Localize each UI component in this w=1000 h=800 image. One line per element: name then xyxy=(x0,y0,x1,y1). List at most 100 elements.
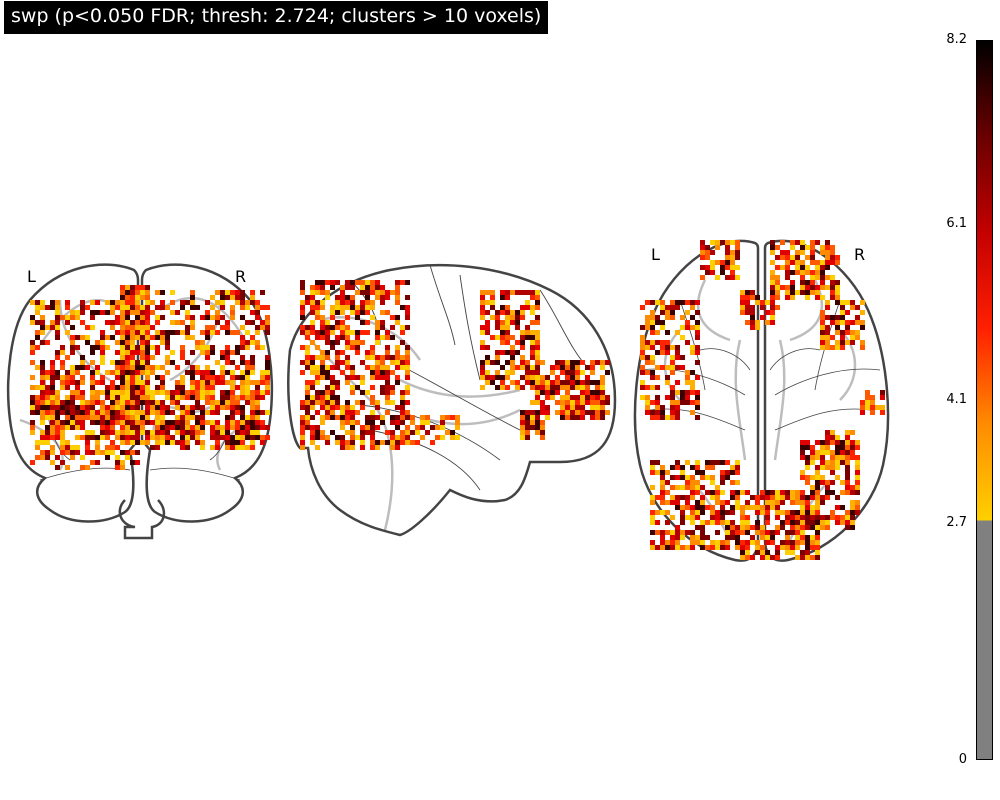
activation-voxel xyxy=(320,285,325,290)
activation-voxel xyxy=(305,395,310,400)
activation-voxel xyxy=(595,405,600,410)
activation-voxel xyxy=(785,540,790,545)
activation-voxel xyxy=(310,395,315,400)
activation-voxel xyxy=(360,340,365,345)
activation-voxel xyxy=(250,300,255,305)
activation-voxel xyxy=(205,400,210,405)
activation-voxel xyxy=(50,400,55,405)
activation-voxel xyxy=(250,295,255,300)
activation-voxel xyxy=(265,425,270,430)
activation-voxel xyxy=(135,320,140,325)
activation-voxel xyxy=(670,405,675,410)
activation-voxel xyxy=(40,395,45,400)
activation-voxel xyxy=(530,355,535,360)
activation-voxel xyxy=(70,405,75,410)
activation-voxel xyxy=(125,285,130,290)
activation-voxel xyxy=(245,320,250,325)
activation-voxel xyxy=(755,295,760,300)
activation-voxel xyxy=(600,375,605,380)
activation-voxel xyxy=(830,440,835,445)
activation-voxel xyxy=(825,435,830,440)
activation-voxel xyxy=(110,405,115,410)
activation-voxel xyxy=(310,295,315,300)
activation-voxel xyxy=(700,255,705,260)
activation-voxel xyxy=(230,370,235,375)
activation-voxel xyxy=(575,405,580,410)
activation-voxel xyxy=(85,445,90,450)
activation-voxel xyxy=(720,510,725,515)
activation-voxel xyxy=(200,445,205,450)
activation-voxel xyxy=(675,540,680,545)
activation-voxel xyxy=(150,390,155,395)
activation-voxel xyxy=(160,410,165,415)
activation-voxel xyxy=(330,395,335,400)
activation-voxel xyxy=(835,300,840,305)
activation-voxel xyxy=(200,415,205,420)
activation-voxel xyxy=(315,425,320,430)
activation-voxel xyxy=(175,320,180,325)
activation-voxel xyxy=(550,380,555,385)
activation-voxel xyxy=(115,445,120,450)
activation-voxel xyxy=(310,305,315,310)
activation-voxel xyxy=(245,360,250,365)
activation-voxel xyxy=(555,410,560,415)
activation-voxel xyxy=(350,345,355,350)
activation-voxel xyxy=(260,425,265,430)
activation-voxel xyxy=(225,420,230,425)
activation-voxel xyxy=(250,340,255,345)
activation-voxel xyxy=(355,345,360,350)
activation-voxel xyxy=(795,255,800,260)
activation-voxel xyxy=(120,290,125,295)
activation-voxel xyxy=(770,535,775,540)
activation-voxel xyxy=(120,315,125,320)
activation-voxel xyxy=(325,355,330,360)
activation-voxel xyxy=(100,425,105,430)
activation-voxel xyxy=(400,430,405,435)
activation-voxel xyxy=(315,345,320,350)
activation-voxel xyxy=(820,465,825,470)
activation-voxel xyxy=(745,530,750,535)
activation-voxel xyxy=(770,310,775,315)
activation-voxel xyxy=(600,400,605,405)
activation-voxel xyxy=(785,285,790,290)
activation-voxel xyxy=(370,425,375,430)
activation-voxel xyxy=(765,520,770,525)
activation-voxel xyxy=(805,550,810,555)
activation-voxel xyxy=(45,305,50,310)
activation-voxel xyxy=(655,410,660,415)
activation-voxel xyxy=(45,425,50,430)
activation-voxel xyxy=(330,375,335,380)
activation-voxel xyxy=(530,295,535,300)
activation-voxel xyxy=(385,410,390,415)
activation-voxel xyxy=(240,385,245,390)
activation-voxel xyxy=(405,370,410,375)
activation-voxel xyxy=(235,395,240,400)
activation-voxel xyxy=(35,330,40,335)
activation-voxel xyxy=(565,375,570,380)
activation-voxel xyxy=(725,260,730,265)
activation-voxel xyxy=(220,405,225,410)
activation-voxel xyxy=(515,385,520,390)
activation-voxel xyxy=(510,320,515,325)
activation-voxel xyxy=(115,465,120,470)
activation-voxel xyxy=(840,345,845,350)
activation-voxel xyxy=(575,410,580,415)
activation-voxel xyxy=(655,495,660,500)
activation-voxel xyxy=(700,545,705,550)
activation-voxel xyxy=(795,260,800,265)
activation-voxel xyxy=(240,345,245,350)
activation-voxel xyxy=(710,260,715,265)
activation-voxel xyxy=(740,525,745,530)
activation-voxel xyxy=(820,320,825,325)
activation-voxel xyxy=(820,275,825,280)
activation-voxel xyxy=(235,290,240,295)
activation-voxel xyxy=(155,445,160,450)
activation-voxel xyxy=(810,545,815,550)
activation-voxel xyxy=(145,370,150,375)
activation-voxel xyxy=(815,530,820,535)
activation-voxel xyxy=(400,400,405,405)
activation-voxel xyxy=(690,480,695,485)
activation-voxel xyxy=(405,365,410,370)
activation-voxel xyxy=(160,430,165,435)
activation-voxel xyxy=(555,400,560,405)
